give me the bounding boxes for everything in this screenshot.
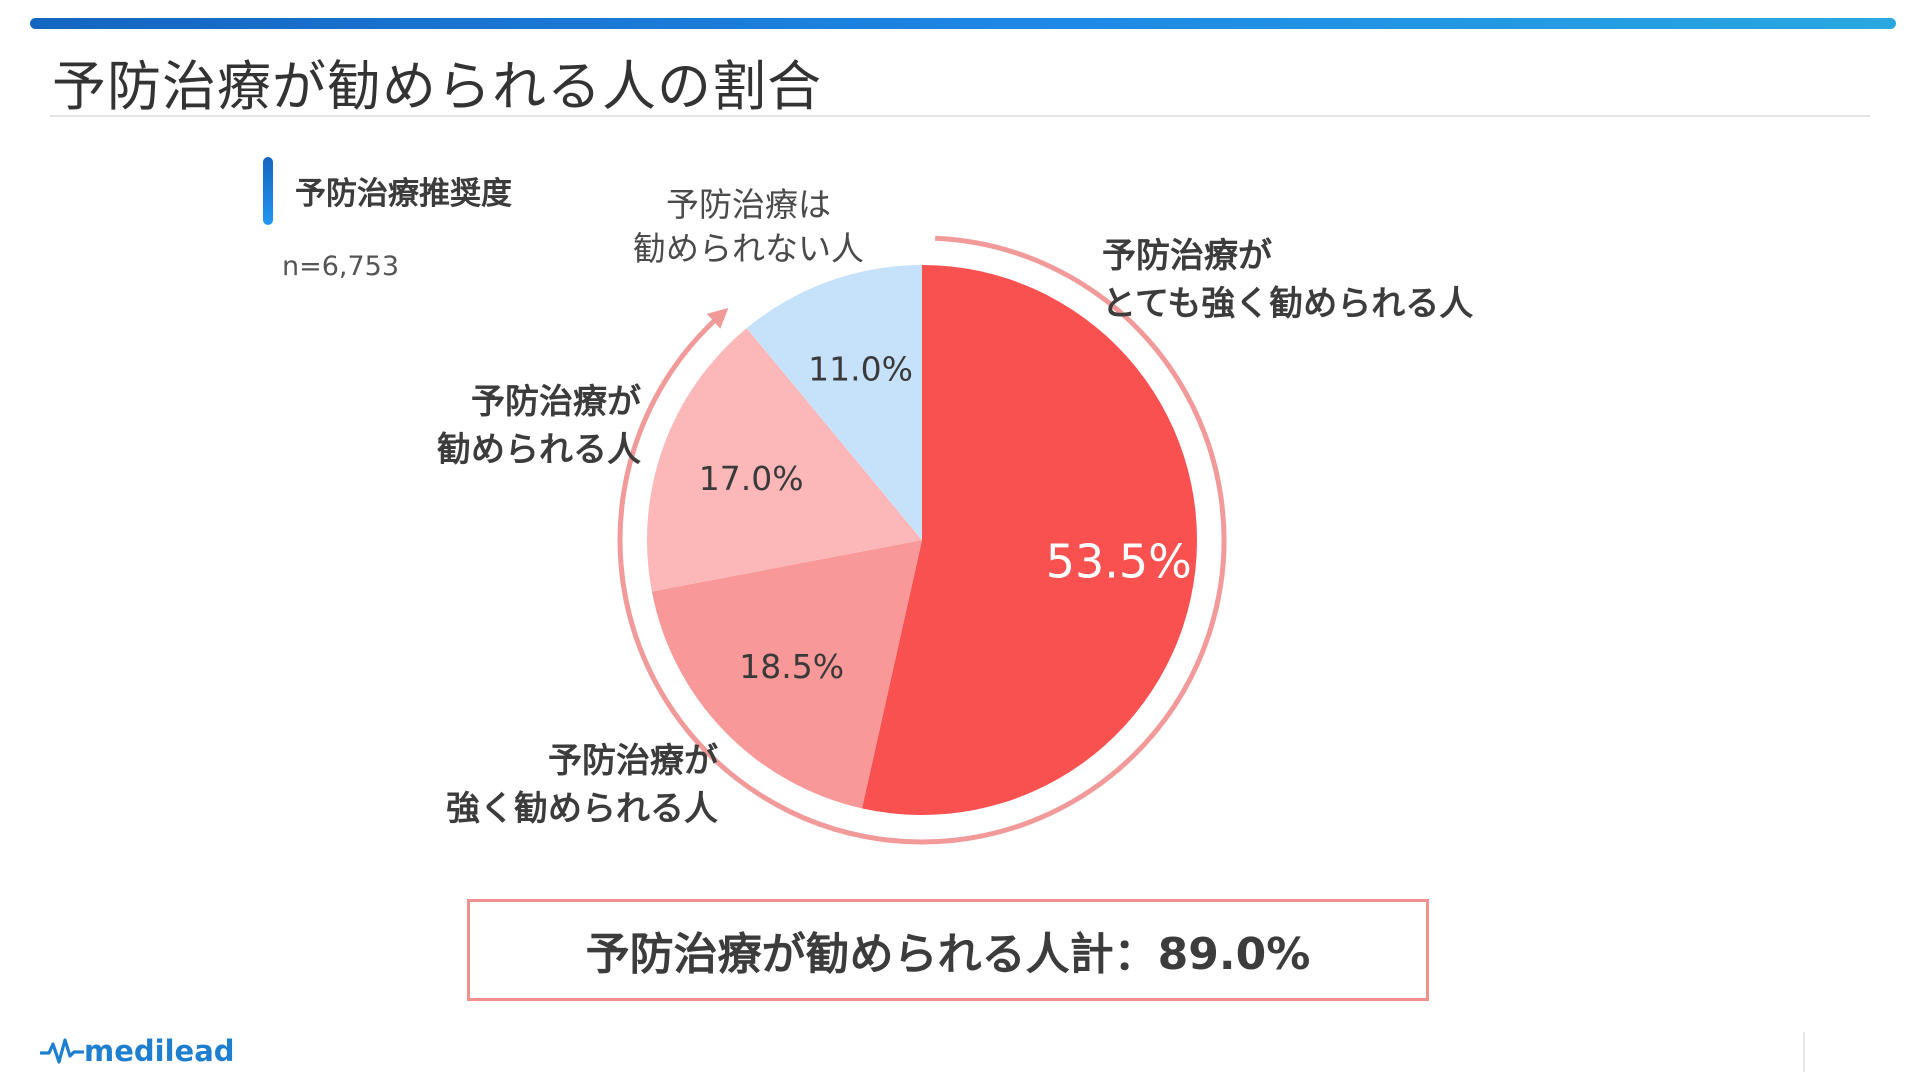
label-recommended-line1: 予防治療が [471,382,641,422]
value-label-0: 53.5% [1046,535,1192,589]
summary-text: 予防治療が勧められる人計：89.0% [585,929,1311,980]
sample-size: n=6,753 [282,251,400,282]
medilead-logo: medilead [40,1034,235,1068]
bracket-arrowhead [706,307,729,329]
label-strong: 予防治療が 強く勧められる人 [446,737,718,833]
value-label-2: 17.0% [699,459,804,498]
top-accent-bar [30,18,1896,29]
label-strong-line2: 強く勧められる人 [446,789,718,829]
bracket-arc [617,235,1227,845]
logo-text: medilead [84,1034,235,1068]
value-label-1: 18.5% [739,647,844,686]
label-recommended-line2: 勧められる人 [437,430,641,470]
label-not-recommended: 予防治療は 勧められない人 [633,183,864,271]
label-recommended: 予防治療が 勧められる人 [437,378,641,474]
pie-slice-0 [862,265,1197,815]
label-strong-line1: 予防治療が [548,741,718,781]
pie-slice-1 [651,540,922,809]
pulse-icon [40,1038,84,1064]
pie-slices [647,265,1197,815]
title-divider [50,115,1870,117]
page-title: 予防治療が勧められる人の割合 [52,55,822,118]
value-labels: 53.5% 18.5% 17.0% 11.0% [699,350,1192,686]
label-not-recommended-line2: 勧められない人 [633,229,864,268]
pie-slice-3 [746,265,922,540]
label-very-strong-line1: 予防治療が [1102,236,1272,276]
subheading-accent-bar [263,157,273,225]
label-very-strong-line2: とても強く勧められる人 [1102,284,1474,324]
bracket-arrow [617,235,1227,845]
label-very-strong: 予防治療が とても強く勧められる人 [1102,232,1473,328]
summary-box: 予防治療が勧められる人計：89.0% [467,899,1429,1001]
corner-divider [1803,1032,1805,1072]
label-not-recommended-line1: 予防治療は [666,185,831,224]
pie-slice-2 [647,328,922,592]
chart-subheading: 予防治療推奨度 [295,176,512,212]
value-label-3: 11.0% [808,350,913,389]
